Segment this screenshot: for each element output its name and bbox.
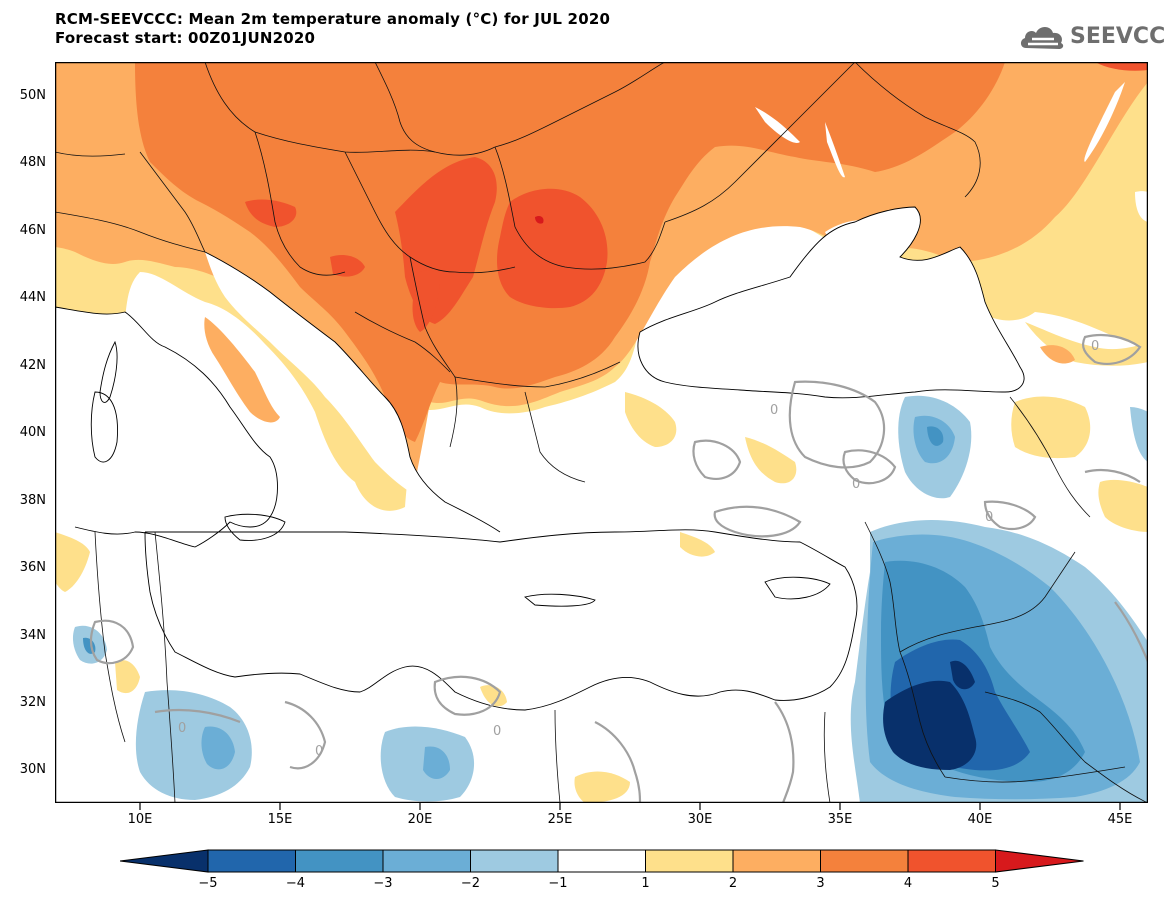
dnieper-reservoir-2 <box>825 122 845 178</box>
anomaly-minus5-core-2 <box>950 660 975 690</box>
colorbar-label: −5 <box>198 876 218 891</box>
cyprus <box>764 576 831 600</box>
map-title: RCM-SEEVCCC: Mean 2m temperature anomaly… <box>55 10 610 48</box>
anomaly-2-3-tirrhenian <box>204 317 280 423</box>
lat-label-32n: 32N <box>19 695 46 710</box>
anomaly-1-2-eastern-edge <box>1098 479 1148 532</box>
anomaly-2-3-caucasus <box>1040 345 1075 364</box>
colorbar-extend-low <box>120 849 209 873</box>
anomaly-4-5-slovenia <box>245 199 297 227</box>
colorbar-segment <box>470 849 559 873</box>
colorbar-segment <box>820 849 909 873</box>
black-sea <box>637 207 1025 398</box>
anomaly-1-2-turkey-east <box>1011 396 1091 459</box>
colorbar-label: 1 <box>641 876 650 891</box>
anomaly-minus3-4-anatolia <box>927 426 944 446</box>
colorbar-segment <box>207 849 296 873</box>
anomaly-1-2-turkey-west <box>625 392 677 447</box>
lon-label-20e: 20E <box>407 812 433 827</box>
map-frame <box>55 62 1148 803</box>
contour-label-group: 0 0 0 0 0 0 0 <box>178 339 1099 759</box>
anomaly-1-2-africa-west <box>55 532 90 592</box>
corsica <box>99 340 118 403</box>
anomaly-4-5-romania <box>497 188 608 309</box>
crete <box>524 593 596 607</box>
lat-label-40n: 40N <box>19 425 46 440</box>
colorbar-label: 4 <box>903 876 913 891</box>
map-panel: 0 0 0 0 0 0 0 <box>55 62 1148 803</box>
colorbar-segment <box>557 849 646 873</box>
colorbar-label: −2 <box>460 876 481 891</box>
title-line-1: RCM-SEEVCCC: Mean 2m temperature anomaly… <box>55 10 611 28</box>
anomaly-minus2-3-cyrenaica <box>423 746 450 779</box>
contour-label-6: 0 <box>315 744 323 759</box>
anomaly-1-2-africa-2 <box>115 660 140 694</box>
colorbar-label: 2 <box>728 876 738 891</box>
lat-label-34n: 34N <box>19 628 46 643</box>
lon-label-45e: 45E <box>1107 812 1133 827</box>
colorbar-segment <box>907 849 996 873</box>
sardinia <box>90 391 118 463</box>
sicily <box>224 513 286 541</box>
anomaly-minus1-2-libya <box>135 690 252 800</box>
anomaly-minus2-3-libya <box>201 726 235 770</box>
lat-label-30n: 30N <box>19 762 46 777</box>
anomaly-minus1-2-east-edge <box>1130 407 1148 462</box>
anomaly-1-2-anatolia-south <box>680 532 715 557</box>
lat-label-44n: 44N <box>19 290 46 305</box>
anomaly-1-2-turkey-central <box>745 437 797 484</box>
anomaly-1-2-caucasus <box>1025 322 1148 366</box>
anomaly-4-5-serbia <box>412 270 440 332</box>
anomaly-map: 0 0 0 0 0 0 0 <box>55 62 1148 803</box>
country-borders <box>55 62 1148 803</box>
anomaly-1-2-libya <box>480 685 507 707</box>
colorbar-label: 3 <box>816 876 825 891</box>
lat-label-50n: 50N <box>19 88 46 103</box>
x-ticks <box>139 803 1121 810</box>
lon-label-30e: 30E <box>687 812 713 827</box>
anomaly-5-plus-core <box>535 215 544 224</box>
caspian-edge <box>1135 191 1148 222</box>
seevccc-logo: SEEVCCC <box>1018 22 1165 54</box>
lat-label-42n: 42N <box>19 358 46 373</box>
coastlines <box>55 206 1025 711</box>
colorbar-label: −1 <box>548 876 568 891</box>
anomaly-4-5-ne-corner <box>1095 62 1148 71</box>
contour-label-0: 0 <box>770 403 778 418</box>
contour-label-3: 0 <box>178 721 186 736</box>
colorbar-extend-high <box>995 849 1084 873</box>
lon-label-40e: 40E <box>967 812 993 827</box>
colorbar-segment <box>295 849 384 873</box>
lon-label-10e: 10E <box>127 812 153 827</box>
dnieper-reservoir <box>755 107 800 143</box>
colorbar-segment <box>645 849 734 873</box>
colorbar-label: −3 <box>373 876 393 891</box>
lon-label-35e: 35E <box>827 812 853 827</box>
lat-label-36n: 36N <box>19 560 46 575</box>
colorbar-label: −4 <box>285 876 306 891</box>
lat-label-48n: 48N <box>19 155 46 170</box>
contour-label-1: 0 <box>852 477 860 492</box>
sea-of-azov <box>825 220 880 247</box>
title-line-2: Forecast start: 00Z01JUN2020 <box>55 29 316 47</box>
zero-contours <box>90 333 1148 803</box>
colorbar-label: 5 <box>991 876 1000 891</box>
cloud-icon <box>1020 27 1064 49</box>
anomaly-1-2-egypt <box>574 771 630 803</box>
lat-label-38n: 38N <box>19 493 46 508</box>
volga-river <box>1084 82 1125 162</box>
contour-label-5: 0 <box>1091 339 1099 354</box>
colorbar-segment <box>732 849 821 873</box>
colorbar-segment <box>382 849 471 873</box>
anomaly-4-5-bosnia <box>330 255 365 277</box>
lat-label-46n: 46N <box>19 223 46 238</box>
anomaly-minus5-core <box>883 680 977 770</box>
contour-label-2: 0 <box>985 510 993 525</box>
contour-label-4: 0 <box>493 724 501 739</box>
lon-label-15e: 15E <box>267 812 293 827</box>
mediterranean-sea <box>55 252 857 710</box>
colorbar <box>120 849 1084 873</box>
logo-text: SEEVCCC <box>1070 24 1165 49</box>
lon-label-25e: 25E <box>547 812 573 827</box>
